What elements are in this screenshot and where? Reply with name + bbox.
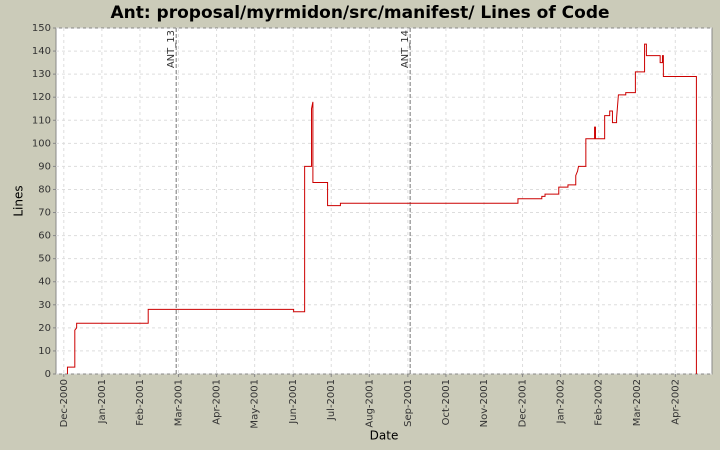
x-tick-label: Jan-2002 bbox=[556, 379, 567, 424]
y-tick-label: 60 bbox=[38, 231, 51, 242]
x-tick-label: May-2001 bbox=[250, 379, 261, 429]
y-tick-label: 130 bbox=[32, 69, 51, 80]
y-tick-label: 110 bbox=[32, 115, 51, 126]
x-tick-label: Dec-2001 bbox=[518, 379, 529, 427]
y-tick-label: 80 bbox=[38, 184, 51, 195]
y-tick-label: 120 bbox=[32, 92, 51, 103]
x-tick-label: Mar-2002 bbox=[632, 379, 643, 426]
y-tick-label: 140 bbox=[32, 46, 51, 57]
x-tick-label: Sep-2001 bbox=[403, 379, 414, 427]
x-axis-label: Date bbox=[370, 429, 399, 443]
y-tick-label: 10 bbox=[38, 346, 51, 357]
chart-title: Ant: proposal/myrmidon/src/manifest/ Lin… bbox=[110, 3, 609, 23]
x-tick-label: Aug-2001 bbox=[364, 379, 375, 428]
marker-label: ANT_14 bbox=[400, 30, 411, 68]
x-tick-label: Jul-2001 bbox=[326, 379, 337, 421]
x-tick-label: Feb-2001 bbox=[135, 379, 146, 426]
y-tick-label: 70 bbox=[38, 208, 51, 219]
x-tick-label: Nov-2001 bbox=[479, 379, 490, 427]
y-tick-label: 20 bbox=[38, 323, 51, 334]
x-tick-label: Feb-2002 bbox=[594, 379, 605, 426]
y-tick-label: 100 bbox=[32, 138, 51, 149]
y-axis-label: Lines bbox=[12, 185, 26, 216]
marker-label: ANT_13 bbox=[166, 30, 177, 68]
x-tick-label: Mar-2001 bbox=[173, 379, 184, 426]
x-tick-label: Oct-2001 bbox=[441, 379, 452, 425]
y-tick-label: 150 bbox=[32, 23, 51, 34]
y-tick-label: 50 bbox=[38, 254, 51, 265]
x-tick-label: Apr-2001 bbox=[212, 379, 223, 425]
x-tick-label: Jun-2001 bbox=[288, 379, 299, 425]
y-tick-label: 90 bbox=[38, 161, 51, 172]
plot-area bbox=[55, 27, 713, 375]
y-tick-label: 30 bbox=[38, 300, 51, 311]
y-tick-label: 0 bbox=[45, 369, 51, 380]
y-tick-label: 40 bbox=[38, 277, 51, 288]
x-tick-label: Apr-2002 bbox=[670, 379, 681, 425]
data-line bbox=[66, 43, 697, 374]
x-tick-label: Jan-2001 bbox=[97, 379, 108, 424]
x-tick-label: Dec-2000 bbox=[59, 379, 70, 427]
